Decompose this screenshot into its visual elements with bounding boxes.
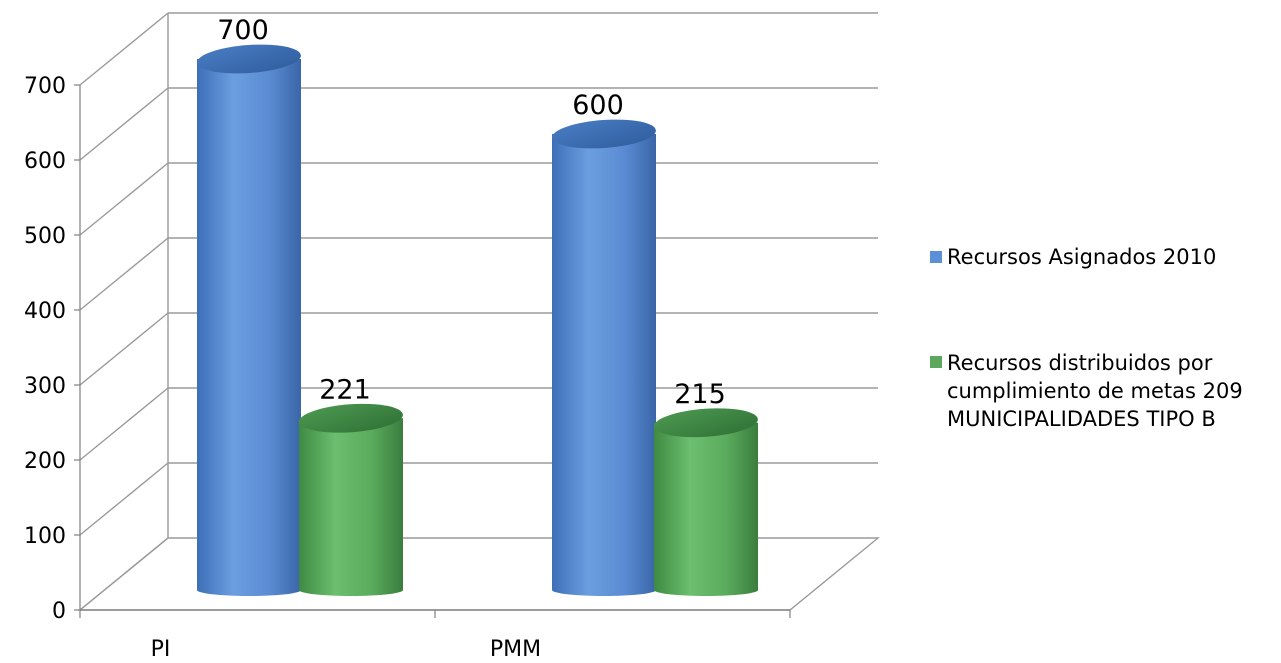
labels: 0 100 200 300 400 500 600 700 PI PMM 700 221 600 215 [24,15,726,662]
legend-swatch [930,356,942,368]
gridline-side [79,162,169,236]
bar-body [197,59,301,596]
gridline-side [79,237,169,311]
bar-top [299,403,403,433]
y-tick-label: 400 [24,299,66,324]
bar-series-2 [299,403,403,596]
legend: Recursos Asignados 2010 Recursos distribu… [930,245,1243,431]
gridline-side [79,387,169,461]
bar-body [552,134,656,596]
data-label: 600 [572,90,624,121]
bar-series-2 [654,408,758,596]
legend-label-line: MUNICIPALIDADES TIPO B [947,407,1216,431]
gridline-side [79,312,169,386]
data-label: 215 [674,379,726,410]
data-label: 221 [319,374,371,405]
data-label: 700 [217,15,269,46]
gridline-side [79,12,169,86]
y-tick-label: 300 [24,374,66,399]
gridline-side [79,87,169,161]
y-tick-label: 500 [24,224,66,249]
legend-label: Recursos Asignados 2010 [947,245,1216,269]
x-tick-label: PMM [490,637,541,662]
y-tick-label: 600 [24,149,66,174]
legend-swatch [930,251,942,263]
y-tick-label: 100 [24,524,66,549]
y-tick-label: 0 [52,599,66,624]
bar-top [654,408,758,438]
legend-label-line: Recursos distribuidos por [947,351,1213,375]
legend-label-line: cumplimiento de metas 209 [947,379,1243,403]
gridline-side [79,462,169,536]
bar-top [197,44,301,74]
legend-item-1: Recursos Asignados 2010 [930,245,1216,269]
axes [74,84,791,618]
x-tick-label: PI [151,637,171,662]
y-tick-label: 700 [24,74,66,99]
bar-series-1 [197,44,301,596]
bar-body [654,422,758,596]
bar-body [299,418,403,596]
y-tick-label: 200 [24,449,66,474]
legend-item-2: Recursos distribuidos por cumplimiento de… [930,351,1243,431]
bar-top [552,119,656,149]
bars [197,44,758,596]
bar-series-1 [552,119,656,596]
gridline-side [79,537,169,611]
